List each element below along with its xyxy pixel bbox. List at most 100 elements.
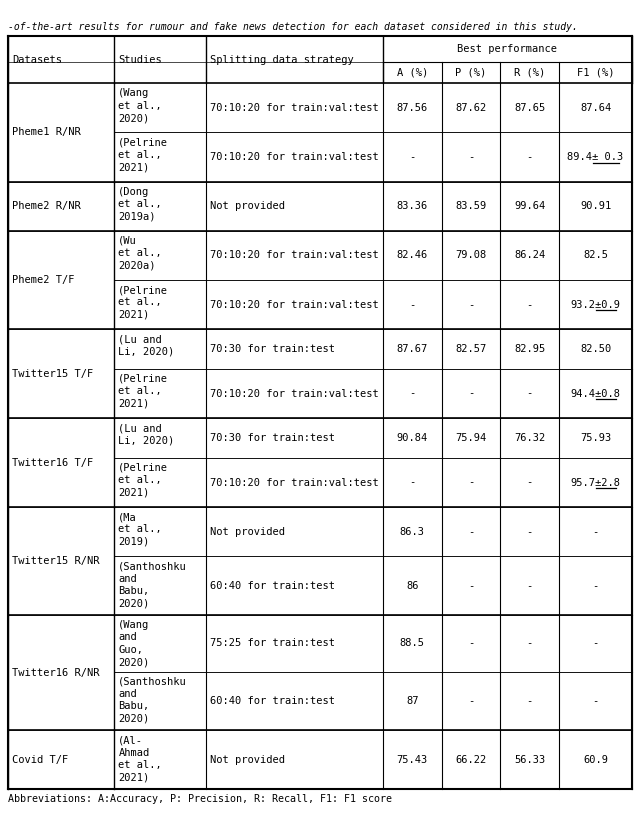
Text: 82.46: 82.46 (397, 251, 428, 261)
Text: 94.4±0.8: 94.4±0.8 (570, 389, 621, 399)
Text: -: - (409, 300, 415, 310)
Text: 82.57: 82.57 (455, 344, 486, 354)
Text: 87.65: 87.65 (514, 103, 545, 113)
Text: 83.36: 83.36 (397, 201, 428, 212)
Text: 70:10:20 for train:val:test: 70:10:20 for train:val:test (209, 152, 378, 162)
Text: -: - (593, 527, 598, 537)
Text: -: - (527, 527, 533, 537)
Text: 70:10:20 for train:val:test: 70:10:20 for train:val:test (209, 103, 378, 113)
Text: 70:10:20 for train:val:test: 70:10:20 for train:val:test (209, 300, 378, 310)
Text: 76.32: 76.32 (514, 433, 545, 443)
Text: 87.67: 87.67 (397, 344, 428, 354)
Text: 75:25 for train:test: 75:25 for train:test (209, 638, 335, 649)
Text: Not provided: Not provided (209, 527, 285, 537)
Text: 70:10:20 for train:val:test: 70:10:20 for train:val:test (209, 251, 378, 261)
Text: -: - (468, 477, 474, 488)
Text: (Wang
et al.,
2020): (Wang et al., 2020) (118, 88, 162, 123)
Text: 89.4± 0.3: 89.4± 0.3 (568, 152, 623, 162)
Text: (Santhoshku
and
Babu,
2020): (Santhoshku and Babu, 2020) (118, 561, 187, 609)
Text: -: - (468, 696, 474, 706)
Text: 79.08: 79.08 (455, 251, 486, 261)
Text: -: - (527, 152, 533, 162)
Text: 87.56: 87.56 (397, 103, 428, 113)
Text: -: - (593, 638, 598, 649)
Text: (Al-
Ahmad
et al.,
2021): (Al- Ahmad et al., 2021) (118, 735, 162, 783)
Text: 83.59: 83.59 (455, 201, 486, 212)
Text: R (%): R (%) (514, 68, 545, 78)
Text: (Lu and
Li, 2020): (Lu and Li, 2020) (118, 334, 175, 357)
Text: (Pelrine
et al.,
2021): (Pelrine et al., 2021) (118, 374, 168, 408)
Text: (Dong
et al.,
2019a): (Dong et al., 2019a) (118, 186, 162, 221)
Text: 86.3: 86.3 (400, 527, 425, 537)
Text: Twitter16 T/F: Twitter16 T/F (12, 458, 93, 467)
Text: -: - (468, 527, 474, 537)
Text: -: - (409, 477, 415, 488)
Text: Twitter15 R/NR: Twitter15 R/NR (12, 556, 99, 566)
Text: -: - (527, 477, 533, 488)
Text: -: - (527, 300, 533, 310)
Text: 60:40 for train:test: 60:40 for train:test (209, 581, 335, 591)
Text: -: - (468, 152, 474, 162)
Text: Twitter15 T/F: Twitter15 T/F (12, 368, 93, 379)
Text: 60:40 for train:test: 60:40 for train:test (209, 696, 335, 706)
Text: 87.64: 87.64 (580, 103, 611, 113)
Text: 87.62: 87.62 (455, 103, 486, 113)
Text: -: - (468, 638, 474, 649)
Text: Studies: Studies (118, 55, 162, 65)
Text: Twitter16 R/NR: Twitter16 R/NR (12, 667, 99, 677)
Text: 75.43: 75.43 (397, 755, 428, 765)
Text: 75.93: 75.93 (580, 433, 611, 443)
Text: Pheme1 R/NR: Pheme1 R/NR (12, 127, 81, 137)
Text: -: - (468, 581, 474, 591)
Text: 70:30 for train:test: 70:30 for train:test (209, 433, 335, 443)
Text: 82.50: 82.50 (580, 344, 611, 354)
Text: 87: 87 (406, 696, 419, 706)
Text: Pheme2 T/F: Pheme2 T/F (12, 275, 74, 285)
Text: Covid T/F: Covid T/F (12, 755, 68, 765)
Text: -: - (527, 638, 533, 649)
Text: -: - (527, 389, 533, 399)
Text: 70:30 for train:test: 70:30 for train:test (209, 344, 335, 354)
Text: F1 (%): F1 (%) (577, 68, 614, 78)
Text: 75.94: 75.94 (455, 433, 486, 443)
Text: 90.84: 90.84 (397, 433, 428, 443)
Text: -: - (593, 696, 598, 706)
Text: (Pelrine
et al.,
2021): (Pelrine et al., 2021) (118, 463, 168, 498)
Text: 86.24: 86.24 (514, 251, 545, 261)
Text: (Pelrine
et al.,
2021): (Pelrine et al., 2021) (118, 285, 168, 320)
Text: 86: 86 (406, 581, 419, 591)
Text: 90.91: 90.91 (580, 201, 611, 212)
Text: -: - (409, 389, 415, 399)
Text: 60.9: 60.9 (583, 755, 608, 765)
Text: 66.22: 66.22 (455, 755, 486, 765)
Text: (Wu
et al.,
2020a): (Wu et al., 2020a) (118, 236, 162, 270)
Text: 56.33: 56.33 (514, 755, 545, 765)
Text: -: - (593, 581, 598, 591)
Text: 88.5: 88.5 (400, 638, 425, 649)
Text: -: - (468, 300, 474, 310)
Text: Best performance: Best performance (458, 44, 557, 54)
Text: 82.5: 82.5 (583, 251, 608, 261)
Text: -: - (468, 389, 474, 399)
Text: -of-the-art results for rumour and fake news detection for each dataset consider: -of-the-art results for rumour and fake … (8, 22, 578, 33)
Text: Datasets: Datasets (12, 55, 62, 65)
Text: A (%): A (%) (397, 68, 428, 78)
Text: Splitting data strategy: Splitting data strategy (209, 55, 353, 65)
Text: (Ma
et al.,
2019): (Ma et al., 2019) (118, 512, 162, 547)
Text: 70:10:20 for train:val:test: 70:10:20 for train:val:test (209, 389, 378, 399)
Text: 95.7±2.8: 95.7±2.8 (570, 477, 621, 488)
Text: (Wang
and
Guo,
2020): (Wang and Guo, 2020) (118, 620, 150, 667)
Text: 70:10:20 for train:val:test: 70:10:20 for train:val:test (209, 477, 378, 488)
Text: (Santhoshku
and
Babu,
2020): (Santhoshku and Babu, 2020) (118, 676, 187, 724)
Text: 93.2±0.9: 93.2±0.9 (570, 300, 621, 310)
Text: 99.64: 99.64 (514, 201, 545, 212)
Text: (Pelrine
et al.,
2021): (Pelrine et al., 2021) (118, 137, 168, 172)
Text: -: - (527, 696, 533, 706)
Text: Not provided: Not provided (209, 755, 285, 765)
Text: Not provided: Not provided (209, 201, 285, 212)
Text: -: - (409, 152, 415, 162)
Text: -: - (527, 581, 533, 591)
Text: 82.95: 82.95 (514, 344, 545, 354)
Text: Pheme2 R/NR: Pheme2 R/NR (12, 201, 81, 212)
Text: Abbreviations: A:Accuracy, P: Precision, R: Recall, F1: F1 score: Abbreviations: A:Accuracy, P: Precision,… (8, 794, 392, 804)
